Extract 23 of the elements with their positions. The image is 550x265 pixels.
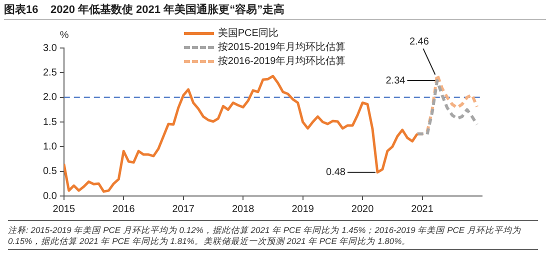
annotation: 2.34 <box>386 75 406 86</box>
chart-title: 图表16 2020 年低基数使 2021 年美国通胀更“容易”走高 <box>4 2 546 20</box>
y-tick-label: 3.0 <box>42 42 58 54</box>
y-tick-label: 2.0 <box>42 92 58 104</box>
y-tick-label: 0.5 <box>42 166 58 178</box>
x-tick-label: 2017 <box>172 204 195 215</box>
x-tick-label: 2016 <box>112 204 136 215</box>
x-tick-label: 2019 <box>292 204 314 215</box>
x-tick-label: 2018 <box>232 204 255 215</box>
legend-label: 按2015-2019年月均环比估算 <box>218 40 346 54</box>
legend-label: 美国PCE同比 <box>218 26 278 40</box>
x-tick-label: 2015 <box>52 204 76 215</box>
y-tick-label: 2.5 <box>42 67 58 78</box>
text: 注释: 2015-2019 年美国 PCE 月环比平均为 0.12%，据此估算 2021 年 PCE 年同比为 1.45%；2016-2019 年美国 PCE 月环比平均为 0.15%，据此估算 2021 年 PCE 年同比为 1.81%。美联储最近一次预测 2021 年 PCE 年同比为 1.80%。 <box>8 220 538 250</box>
x-tick-label: 2021 <box>411 204 434 215</box>
x-tick-label: 2020 <box>351 204 374 215</box>
y-tick-label: 1.0 <box>42 141 58 152</box>
y-axis-title: % <box>60 30 69 41</box>
y-tick-label: 0.0 <box>42 190 58 202</box>
legend-label: 按2016-2019年月均环比估算 <box>218 54 346 68</box>
y-tick-label: 1.5 <box>42 116 58 128</box>
annotation: 2.46 <box>409 36 430 48</box>
annotation: 0.48 <box>326 167 346 178</box>
